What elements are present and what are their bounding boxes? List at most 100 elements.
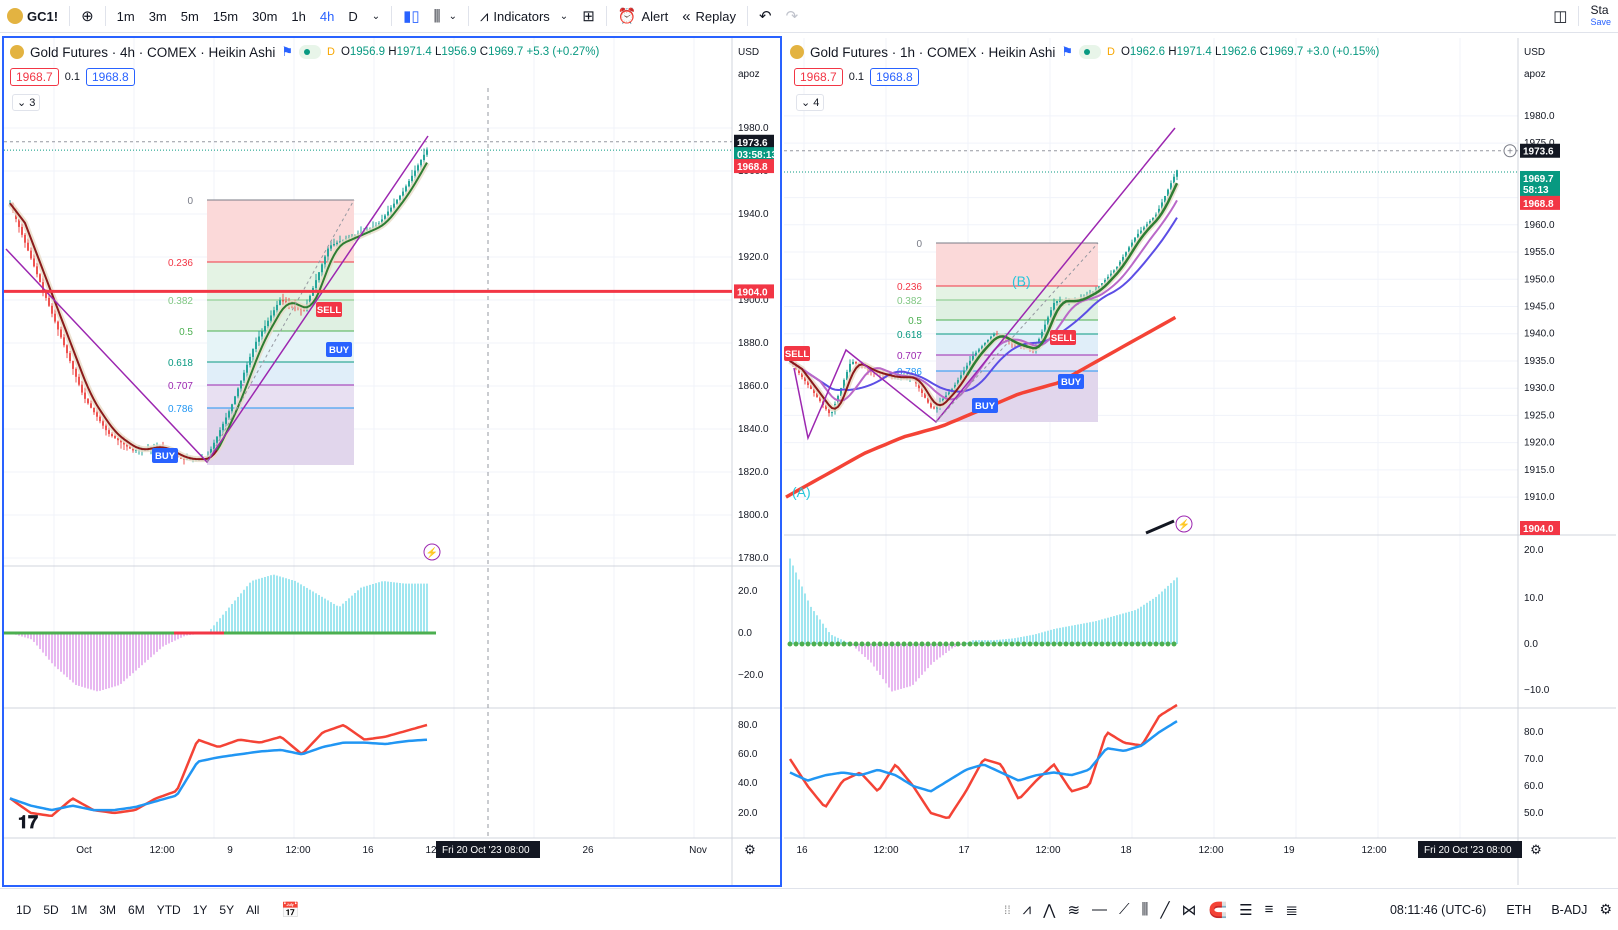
candle-body: [402, 191, 404, 196]
candle-body: [942, 398, 944, 403]
settings-icon[interactable]: ⚙: [1599, 901, 1612, 917]
range-ytd[interactable]: YTD: [156, 902, 181, 917]
candle-body: [993, 333, 995, 337]
time-tick-label: 12:00: [1035, 845, 1060, 856]
session-toggle[interactable]: ETH: [1506, 902, 1532, 917]
clock[interactable]: 08:11:46 (UTC-6): [1389, 902, 1487, 917]
sell-price-button[interactable]: 1968.7: [794, 68, 843, 86]
channel-tool-icon[interactable]: ≋: [1067, 901, 1081, 919]
price-tick-label: 1945.0: [1524, 302, 1555, 313]
fib-tool-icon[interactable]: ☰: [1239, 901, 1253, 919]
abcd-tool-icon[interactable]: ⋀: [1043, 901, 1056, 919]
scale-mode-label: apoz: [1524, 69, 1546, 80]
alert-button[interactable]: ⏰ Alert: [611, 0, 675, 33]
fib-level-label: 0.618: [168, 358, 193, 369]
undo-icon[interactable]: ↶: [759, 8, 772, 25]
osc-zero-dot: [1063, 641, 1069, 647]
candle-body: [1125, 252, 1127, 257]
timeframe-4h[interactable]: 4h: [319, 8, 335, 24]
replay-button[interactable]: « Replay: [675, 0, 743, 33]
countdown-tag-bg: [734, 147, 774, 162]
currency-label: USD: [1524, 47, 1545, 58]
candle-body: [1134, 237, 1136, 243]
osc-zero-dot: [829, 641, 835, 647]
goto-date-icon[interactable]: 📅: [281, 901, 301, 919]
chart-pane-left[interactable]: 1980.01960.01940.01920.01900.01880.01860…: [2, 36, 782, 887]
candle-style-icon[interactable]: ⫼ ⌄: [433, 7, 457, 25]
candle-body: [816, 393, 818, 398]
buy-price-button[interactable]: 1968.8: [870, 68, 919, 86]
buy-signal-tag: [326, 342, 352, 357]
pattern-tool-icon[interactable]: ⩘: [1022, 901, 1032, 918]
time-tick-label: Oct: [76, 845, 92, 856]
redo-icon[interactable]: ↷: [785, 8, 799, 25]
timeframe-1h[interactable]: 1h: [291, 8, 306, 24]
drag-handle-icon[interactable]: ⁞⁞: [1004, 902, 1011, 917]
timeframe-3m[interactable]: 3m: [148, 8, 167, 24]
horizontal-line-icon[interactable]: —: [1092, 901, 1108, 918]
candle-body: [831, 412, 833, 414]
range-1m[interactable]: 1M: [70, 902, 88, 917]
buy-price-button[interactable]: 1968.8: [86, 68, 135, 86]
more-tools-icon[interactable]: ≣: [1285, 901, 1298, 919]
spread-value: 0.1: [848, 71, 864, 83]
range-5y[interactable]: 5Y: [219, 902, 235, 917]
candle-body: [1164, 196, 1166, 203]
indicators-button[interactable]: ⩘ Indicators ⌄: [479, 7, 569, 25]
candle-body: [801, 372, 803, 378]
collapse-indicators-button[interactable]: ⌄ 4: [796, 94, 825, 111]
ray-tool-icon[interactable]: ⟋: [1119, 901, 1130, 918]
candle-body: [411, 175, 413, 182]
timeframe-1m[interactable]: 1m: [116, 8, 135, 24]
bars-pattern-icon[interactable]: ⫼: [1141, 901, 1149, 918]
candle-body: [843, 379, 845, 388]
magnet-icon[interactable]: 🧲: [1208, 901, 1228, 919]
candle-body: [927, 397, 929, 403]
range-all[interactable]: All: [246, 902, 260, 917]
range-3m[interactable]: 3M: [99, 902, 117, 917]
candle-body: [96, 412, 98, 417]
trend-line-icon[interactable]: ╱: [1160, 901, 1170, 919]
collapse-indicators-button[interactable]: ⌄ 3: [12, 94, 41, 111]
candle-body: [819, 397, 821, 402]
panel-toggle-icon[interactable]: ◫: [1553, 8, 1568, 25]
candle-body: [1050, 310, 1052, 318]
timeframe-15m[interactable]: 15m: [212, 8, 239, 24]
osc-tick-label: −20.0: [738, 670, 764, 681]
time-tick-label: 19: [1283, 845, 1295, 856]
adjustment-toggle[interactable]: B-ADJ: [1551, 902, 1588, 917]
price-tick-label: 1910.0: [1524, 492, 1555, 503]
osc-zero-dot: [1153, 641, 1159, 647]
time-tick-label: 18: [1120, 845, 1132, 856]
chart-canvas-right[interactable]: 1980.01975.01965.01960.01955.01950.01945…: [784, 38, 1616, 885]
chart-pane-right[interactable]: 1980.01975.01965.01960.01955.01950.01945…: [782, 36, 1618, 887]
ma-fast-up: [965, 182, 1179, 376]
timeframe-d[interactable]: D: [348, 8, 358, 24]
price-tick-label: 1860.0: [738, 381, 769, 392]
time-tick-label: 12:00: [1198, 845, 1223, 856]
bar-style-icon[interactable]: ▮▯: [403, 8, 420, 25]
fib-channel-icon[interactable]: ≡: [1264, 901, 1274, 918]
compare-add-icon[interactable]: ⊕: [81, 8, 94, 25]
xabcd-tool-icon[interactable]: ⋈: [1181, 901, 1197, 919]
candle-body: [1122, 256, 1124, 262]
layout-grid-icon[interactable]: ⊞: [582, 8, 595, 25]
save-area[interactable]: Sta Save: [1583, 0, 1618, 33]
range-5d[interactable]: 5D: [43, 902, 59, 917]
symbol-search[interactable]: GC1!: [0, 0, 65, 33]
price-tick-label: 1925.0: [1524, 410, 1555, 421]
candle-body: [813, 389, 815, 394]
candle-body: [384, 215, 386, 220]
last-price-tag: 1973.6: [1523, 147, 1554, 158]
chart-canvas-left[interactable]: 1980.01960.01940.01920.01900.01880.01860…: [4, 38, 780, 885]
timeframe-5m[interactable]: 5m: [180, 8, 199, 24]
sell-price-button[interactable]: 1968.7: [10, 68, 59, 86]
timeframe-dropdown-icon[interactable]: ⌄: [371, 10, 381, 22]
timeframe-30m[interactable]: 30m: [252, 8, 278, 24]
price-tick-label: 1800.0: [738, 510, 769, 521]
candle-body: [339, 241, 341, 243]
range-1d[interactable]: 1D: [16, 902, 32, 917]
range-6m[interactable]: 6M: [128, 902, 145, 917]
level-line-1904: [1145, 519, 1175, 535]
range-1y[interactable]: 1Y: [192, 902, 208, 917]
